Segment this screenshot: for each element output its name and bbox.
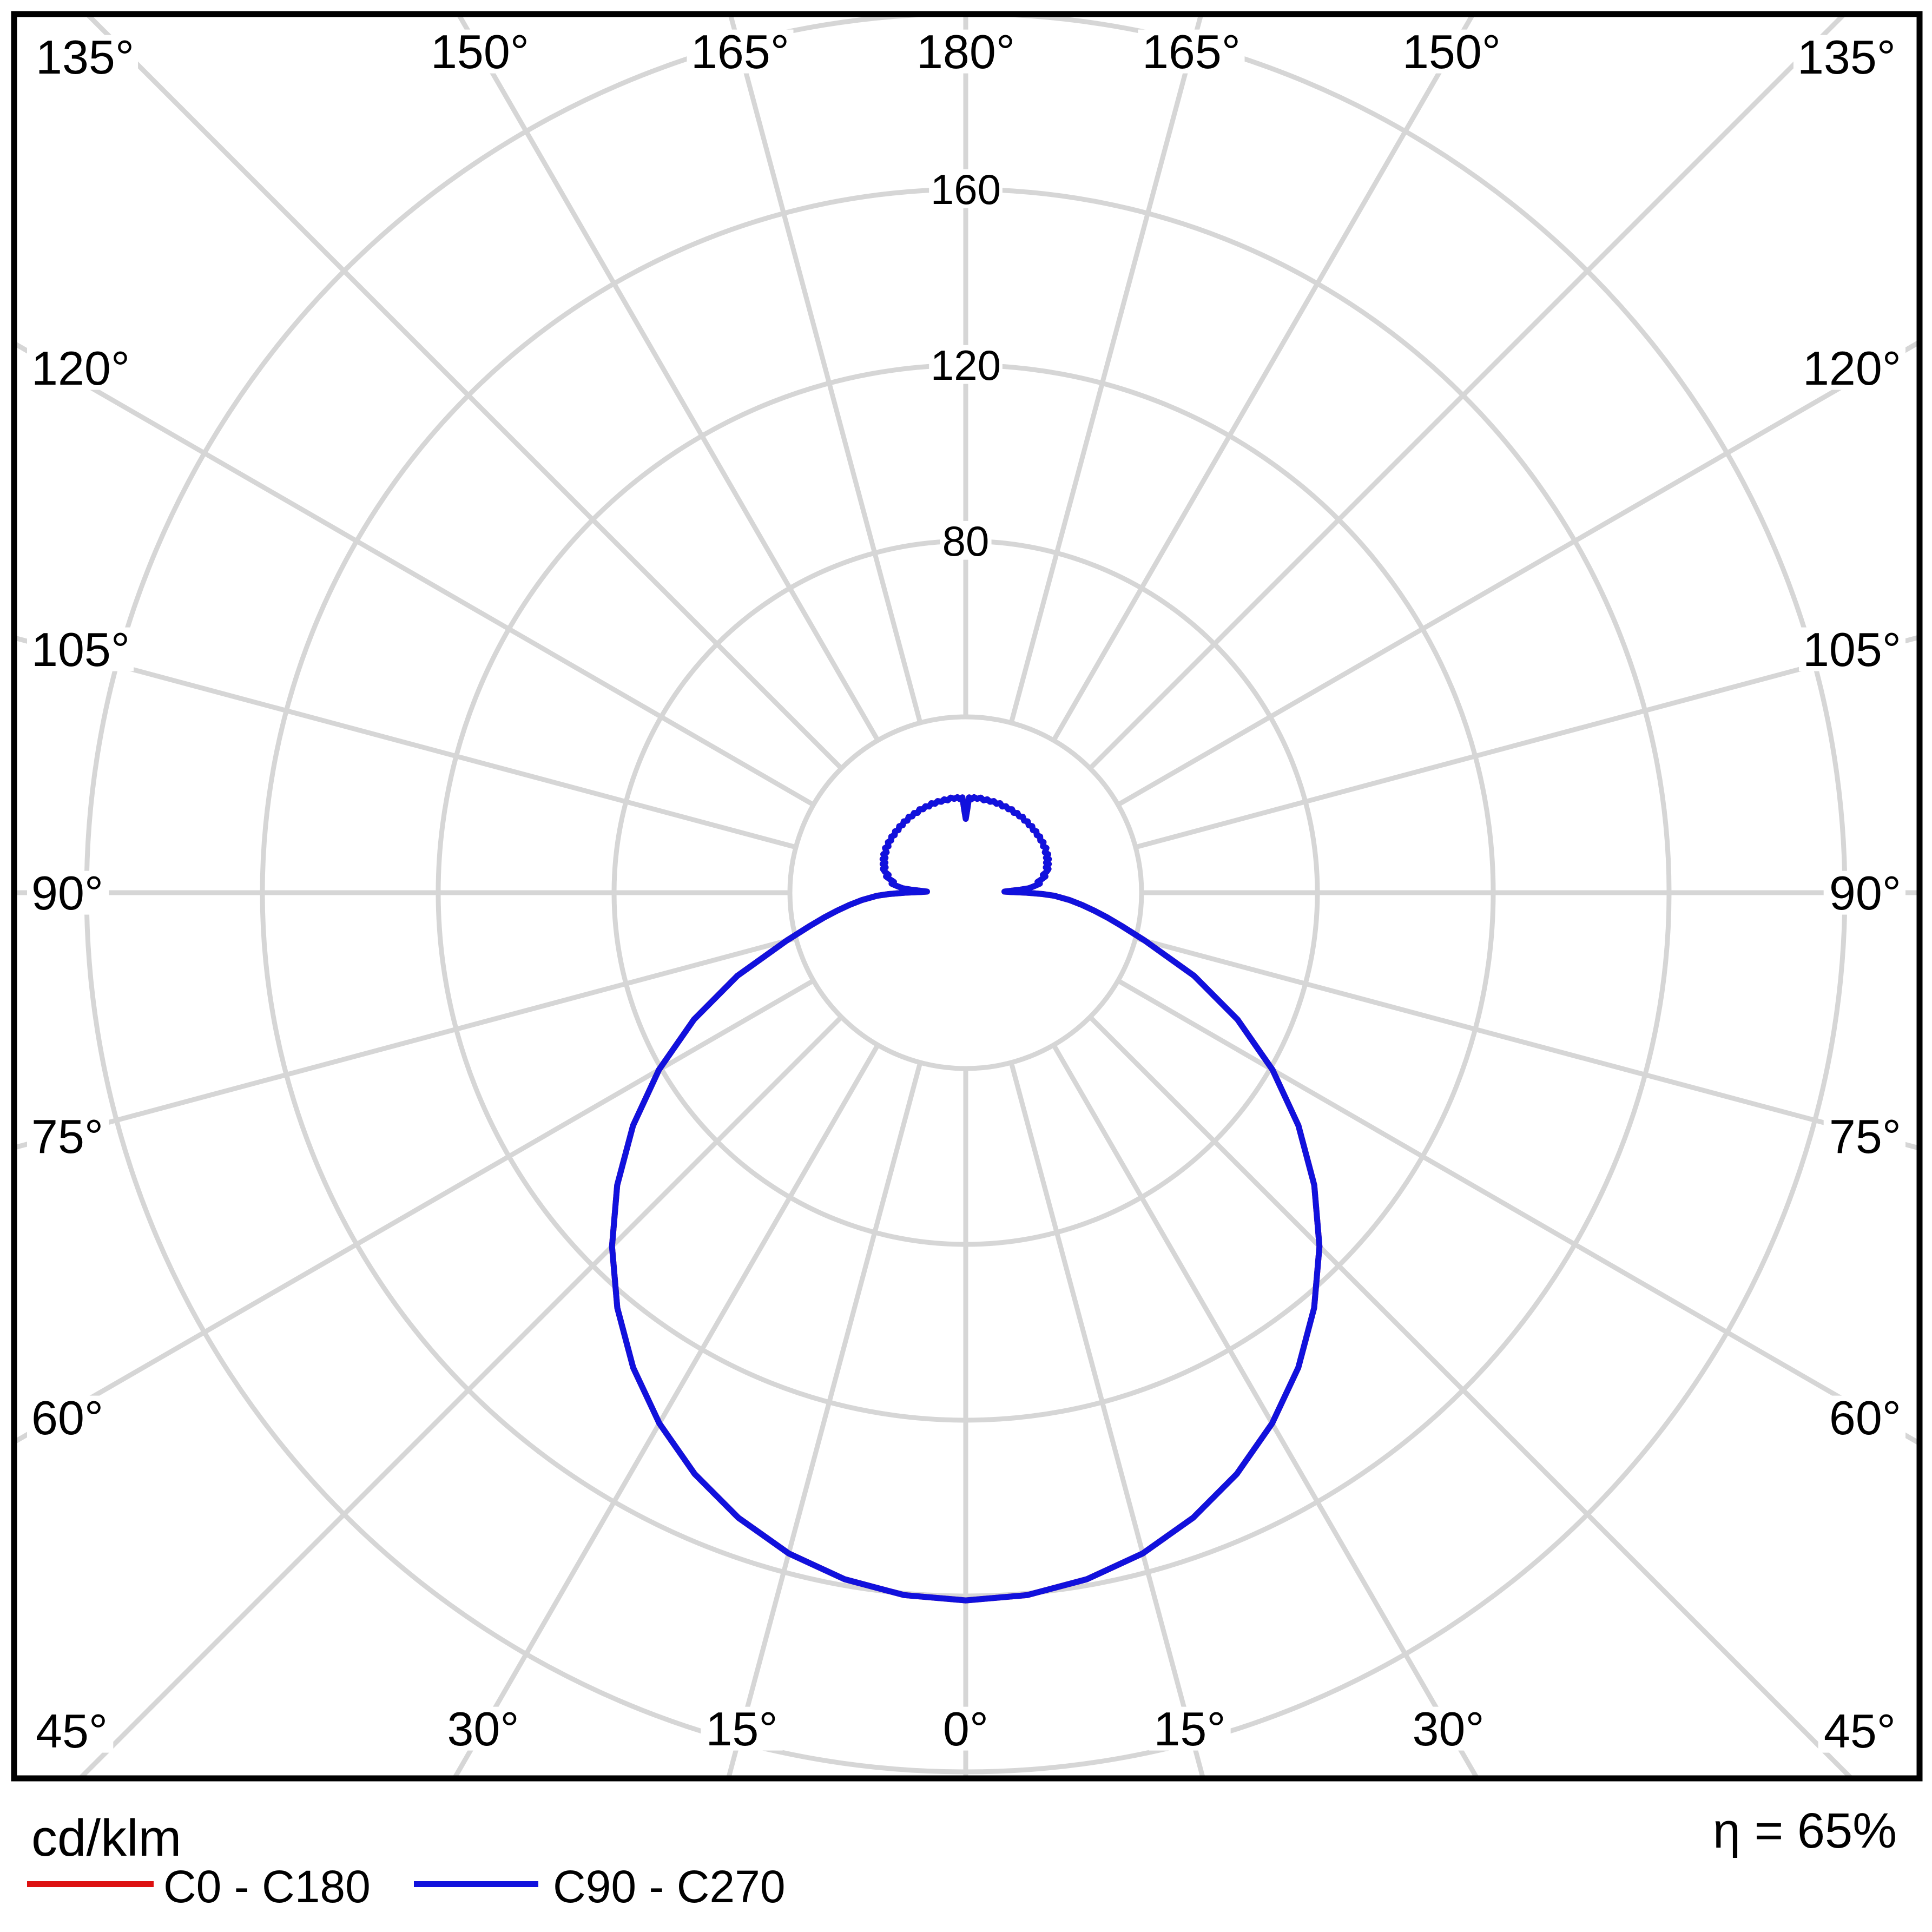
grid-radial-60	[1117, 978, 1920, 1447]
radius-label-80-box	[940, 520, 992, 560]
angle-label-bottom-6: 45°	[1824, 1704, 1896, 1758]
unit-label: cd/klm	[31, 1809, 181, 1867]
grid-radial-30	[1051, 1044, 1480, 1778]
radius-label-120-box	[929, 345, 1003, 384]
grid-radial-330	[451, 1044, 880, 1778]
grid-radial-75	[1135, 935, 1920, 1151]
angle-label-top-5-box	[1398, 29, 1505, 74]
angle-label-top-6-box	[1793, 35, 1900, 79]
angle-label-bottom-0-box	[31, 1709, 114, 1753]
legend-line-c90-c270-swatch	[414, 1881, 538, 1887]
angle-label-top-0-box	[31, 35, 139, 79]
grid-radial-285	[14, 935, 797, 1150]
angle-label-left-1: 105°	[31, 623, 130, 676]
angle-label-right-0-box	[1798, 346, 1905, 390]
angle-label-left-0: 120°	[31, 341, 130, 395]
radius-label-160-box	[929, 169, 1003, 208]
grid-radial-165	[1008, 14, 1204, 724]
grid-radial-300	[14, 978, 815, 1445]
angle-label-bottom-1-box	[442, 1706, 524, 1751]
angle-label-bottom-2-box	[701, 1706, 783, 1751]
angle-label-left-4-box	[27, 1395, 109, 1440]
angle-label-bottom-1: 30°	[447, 1702, 519, 1756]
angle-label-bottom-5-box	[1407, 1706, 1489, 1751]
grid-radial-210	[456, 14, 880, 742]
grid-radial-345	[726, 1061, 923, 1778]
grid-radial-105	[1135, 634, 1920, 850]
angle-label-top-2: 165°	[691, 25, 789, 78]
angle-label-top-0: 135°	[36, 30, 134, 84]
angle-label-right-2: 90°	[1829, 866, 1901, 920]
radius-label-120: 120	[931, 341, 1001, 389]
angle-label-left-0-box	[27, 346, 134, 390]
legend-line-c0-c180-swatch	[27, 1881, 154, 1887]
angle-label-bottom-6-box	[1818, 1709, 1900, 1753]
angle-label-right-2-box	[1823, 871, 1905, 915]
tick-labels: 135° 150° 165° 180° 165° 150° 135° 45° 30° 15° 0° 1…	[27, 25, 1905, 1758]
angle-label-right-3-box	[1823, 1114, 1905, 1158]
legend-label-c0-c180: C0 - C180	[163, 1861, 371, 1912]
angle-label-bottom-2: 15°	[705, 1702, 777, 1756]
angle-label-left-4: 60°	[31, 1391, 103, 1445]
grid-radial-315	[76, 1015, 843, 1778]
angle-label-top-4-box	[1138, 29, 1245, 74]
grid-radial-120	[1117, 339, 1920, 807]
angle-label-bottom-5: 30°	[1412, 1702, 1484, 1756]
radius-label-160: 160	[931, 166, 1001, 213]
angle-label-right-4: 60°	[1829, 1391, 1901, 1445]
angle-label-right-0: 120°	[1803, 341, 1901, 395]
angle-label-bottom-0: 45°	[36, 1704, 108, 1758]
angle-label-top-6: 135°	[1797, 30, 1896, 84]
angle-label-right-1: 105°	[1803, 623, 1901, 676]
angle-label-left-2: 90°	[31, 866, 103, 920]
grid-radial-15	[1008, 1061, 1206, 1778]
grid-radial-255	[14, 635, 797, 850]
angle-label-right-4-box	[1823, 1395, 1905, 1440]
angle-label-top-3-box	[912, 29, 1019, 74]
angle-label-right-3: 75°	[1829, 1110, 1901, 1163]
angle-label-bottom-4-box	[1149, 1706, 1231, 1751]
angle-label-top-4: 165°	[1142, 25, 1241, 78]
legend: C0 - C180 C90 - C270	[27, 1861, 786, 1912]
angle-label-top-1-box	[426, 29, 533, 74]
grid-radial-195	[728, 14, 923, 724]
angle-label-bottom-3: 0°	[943, 1702, 988, 1756]
angle-label-left-2-box	[27, 871, 109, 915]
curve-c90-c270	[609, 794, 1323, 1604]
grid-radial-150	[1051, 14, 1476, 742]
plot-border	[11, 11, 1923, 1782]
angle-label-top-1: 150°	[431, 25, 529, 78]
radius-label-80: 80	[942, 517, 990, 565]
angle-label-left-3: 75°	[31, 1110, 103, 1163]
efficiency-label: η = 65%	[1713, 1803, 1897, 1858]
angle-label-left-3-box	[27, 1114, 109, 1158]
intensity-curves	[609, 794, 1323, 1604]
angle-label-top-3: 180°	[916, 25, 1015, 78]
angle-label-left-1-box	[27, 627, 134, 671]
angle-label-top-5: 150°	[1402, 25, 1501, 78]
grid-radial-240	[14, 340, 815, 807]
angle-label-top-2-box	[687, 29, 794, 74]
legend-label-c90-c270: C90 - C270	[553, 1861, 786, 1912]
angle-label-right-1-box	[1798, 627, 1905, 671]
grid-circle-40	[787, 714, 1144, 1071]
grid-radial-45	[1088, 1015, 1855, 1778]
angle-label-bottom-4: 15°	[1153, 1702, 1225, 1756]
angle-label-bottom-3-box	[937, 1706, 994, 1751]
